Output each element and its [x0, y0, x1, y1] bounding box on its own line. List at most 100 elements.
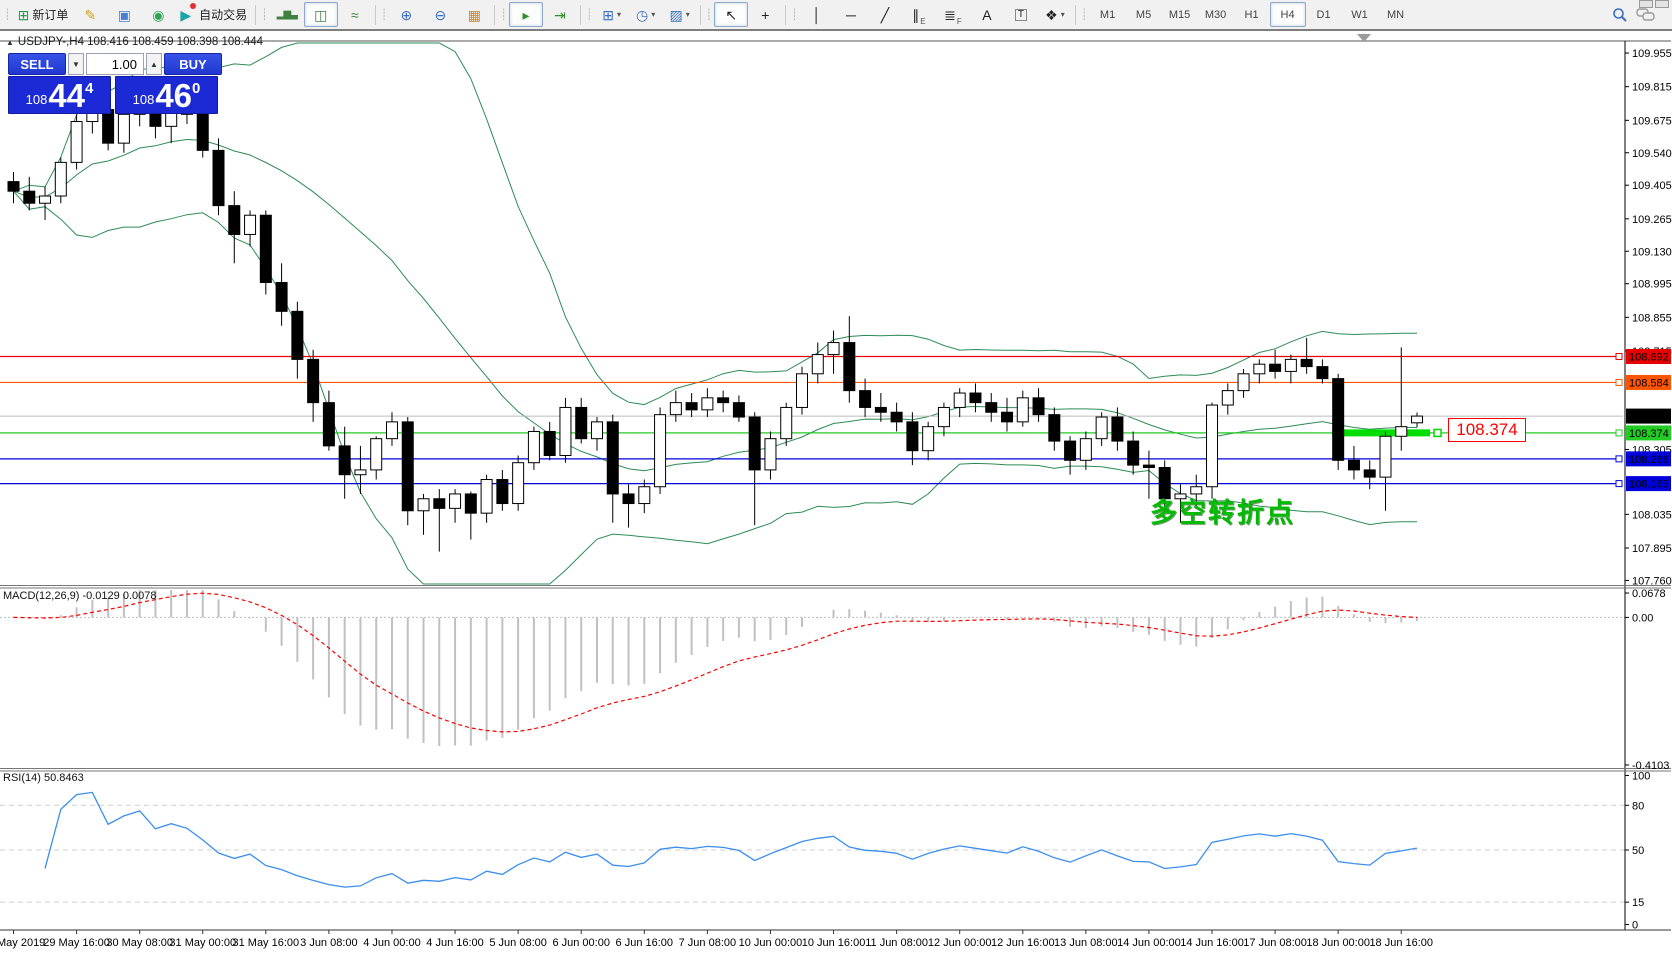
- candlestick-chart-icon: ◫: [314, 6, 328, 23]
- toolbar-grip: ┊: [1080, 9, 1088, 21]
- bar-chart-icon: ▂▆▃: [276, 8, 298, 20]
- cursor-button[interactable]: ↖: [714, 2, 749, 27]
- new-order-icon: ⊞: [17, 6, 30, 23]
- text-label-icon: T: [1014, 8, 1027, 21]
- chart-shift-button[interactable]: ⇥: [543, 2, 577, 27]
- svg-text:10 Jun 00:00: 10 Jun 00:00: [739, 937, 803, 949]
- auto-scroll-button[interactable]: ▸: [509, 2, 544, 27]
- toolbar-grip: ┊: [500, 9, 508, 21]
- svg-text:15: 15: [1632, 897, 1644, 909]
- volume-up-button[interactable]: ▲: [146, 53, 162, 75]
- new-chart-dropdown-icon[interactable]: ▾: [617, 10, 622, 19]
- autotrading-icon: ▶: [180, 6, 192, 23]
- level-lines: [0, 353, 1623, 488]
- window-button-min[interactable]: [1639, 0, 1653, 8]
- buy-price-sup: 0: [192, 80, 201, 97]
- buy-button[interactable]: BUY: [164, 53, 222, 75]
- candlestick-chart-button[interactable]: ◫: [303, 2, 338, 27]
- fibonacci-icon: ≣: [944, 6, 956, 23]
- svg-text:18 Jun 16:00: 18 Jun 16:00: [1369, 937, 1433, 949]
- volume-down-button[interactable]: ▼: [68, 53, 84, 75]
- timeframe-h4-button[interactable]: H4: [1269, 2, 1306, 27]
- svg-text:14 Jun 16:00: 14 Jun 16:00: [1180, 937, 1244, 949]
- timeframe-mn-button[interactable]: MN: [1386, 8, 1405, 21]
- window-buttons[interactable]: [1639, 0, 1669, 8]
- toolbar-separator: [699, 4, 701, 25]
- signals-icon: ◉: [152, 6, 165, 23]
- autotrading-button[interactable]: ▶ 自动交易: [175, 2, 252, 27]
- timeframe-m30-button[interactable]: M30: [1204, 8, 1227, 21]
- new-order-button[interactable]: ⊞ 新订单: [13, 2, 74, 27]
- new-chart-button[interactable]: ⊞ ▾: [595, 2, 629, 27]
- macd-pane-label: MACD(12,26,9) -0.0129 0.0078: [3, 590, 157, 602]
- auto-scroll-icon: ▸: [522, 6, 530, 23]
- profiles-button[interactable]: ◷ ▾: [629, 2, 663, 27]
- rsi-pane: [0, 791, 1625, 903]
- new-order-label: 新订单: [32, 8, 69, 22]
- toolbar-grip: ┊: [791, 9, 798, 21]
- volume-input[interactable]: [86, 53, 144, 75]
- collapse-arrow-icon[interactable]: ▲: [6, 38, 14, 47]
- svg-text:109.675: 109.675: [1632, 115, 1672, 127]
- svg-text:30 May 08:00: 30 May 08:00: [106, 937, 173, 949]
- timeframe-m1-button[interactable]: M1: [1099, 8, 1116, 21]
- bar-chart-button[interactable]: ▂▆▃: [270, 2, 304, 27]
- svg-text:6 Jun 00:00: 6 Jun 00:00: [552, 937, 610, 949]
- svg-text:-0.4103: -0.4103: [1632, 760, 1669, 772]
- arrows-dropdown-icon[interactable]: ▾: [1060, 10, 1065, 19]
- horizontal-line-icon: ─: [845, 6, 856, 23]
- buy-price-display[interactable]: 108 46 0: [115, 76, 218, 114]
- line-chart-icon: ≈: [350, 6, 359, 23]
- svg-text:18 Jun 00:00: 18 Jun 00:00: [1306, 937, 1370, 949]
- profiles-dropdown-icon[interactable]: ▾: [651, 10, 656, 19]
- crosshair-icon: +: [761, 6, 770, 23]
- vertical-line-button[interactable]: │: [800, 2, 834, 27]
- arrows-button[interactable]: ❖ ▾: [1038, 2, 1072, 27]
- scroll-to-end-marker[interactable]: [1357, 34, 1371, 42]
- sell-price-display[interactable]: 108 44 4: [8, 76, 111, 114]
- window-button-close[interactable]: [1655, 0, 1669, 8]
- svg-text:108.374: 108.374: [1629, 428, 1669, 440]
- sell-price-big: 44: [48, 77, 86, 114]
- signals-button[interactable]: ◉: [141, 2, 175, 27]
- zoom-out-button[interactable]: ⊖: [423, 2, 457, 27]
- line-chart-button[interactable]: ≈: [338, 2, 372, 27]
- sell-button[interactable]: SELL: [8, 53, 66, 75]
- metaeditor-button[interactable]: ✎: [73, 2, 107, 27]
- data-window-button[interactable]: ▣: [107, 2, 141, 27]
- timeframe-h1-button[interactable]: H1: [1244, 8, 1259, 21]
- timeframe-m5-button[interactable]: M5: [1135, 8, 1152, 21]
- profiles-icon: ◷: [636, 6, 649, 23]
- symbol-ohlc-text: USDJPY-,H4 108.416 108.459 108.398 108.4…: [17, 36, 264, 48]
- zoom-in-button[interactable]: ⊕: [389, 2, 423, 27]
- toolbar: ┊ ⊞ 新订单 ✎ ▣ ◉ ▶ 自动交易 ┊ ▂▆▃ ◫ ≈ ┊ ⊕ ⊖ ▦ ┊ ▸ ⇥ ┊ ⊞ ▾ ◷ ▾ ▨ ▾ ┊ ↖ + ┊ │ ─ ╱…: [0, 0, 1672, 31]
- tile-windows-button[interactable]: ▦: [457, 2, 491, 27]
- fibonacci-button[interactable]: ≣ F: [936, 2, 970, 27]
- templates-button[interactable]: ▨ ▾: [663, 2, 697, 27]
- timeframe-d1-button[interactable]: D1: [1316, 8, 1331, 21]
- templates-dropdown-icon[interactable]: ▾: [685, 10, 690, 19]
- equidistant-channel-icon: ∥: [912, 6, 920, 23]
- chart-window: 0.0678 0.00 -0.4103 100 80 50 15 0 109.955 109.81…: [0, 33, 1672, 953]
- candles: [7, 80, 1424, 552]
- equidistant-channel-button[interactable]: ∥ E: [902, 2, 936, 27]
- svg-text:108.692: 108.692: [1629, 352, 1669, 364]
- svg-text:109.955: 109.955: [1632, 48, 1672, 60]
- search-icon[interactable]: [1612, 7, 1628, 23]
- svg-text:4 Jun 00:00: 4 Jun 00:00: [363, 937, 421, 949]
- chat-icon[interactable]: [1636, 7, 1656, 23]
- svg-text:29 May 16:00: 29 May 16:00: [43, 937, 110, 949]
- text-label-button[interactable]: T: [1004, 2, 1038, 27]
- trendline-button[interactable]: ╱: [868, 2, 902, 27]
- zoom-out-icon: ⊖: [434, 6, 447, 23]
- text-button[interactable]: A: [970, 2, 1004, 27]
- horizontal-line-button[interactable]: ─: [834, 2, 868, 27]
- timeframe-m15-button[interactable]: M15: [1168, 8, 1191, 21]
- toolbar-separator: [255, 4, 257, 25]
- svg-text:14 Jun 00:00: 14 Jun 00:00: [1117, 937, 1181, 949]
- crosshair-button[interactable]: +: [748, 2, 782, 27]
- chart-shift-icon: ⇥: [554, 6, 566, 23]
- timeframe-w1-button[interactable]: W1: [1351, 8, 1368, 21]
